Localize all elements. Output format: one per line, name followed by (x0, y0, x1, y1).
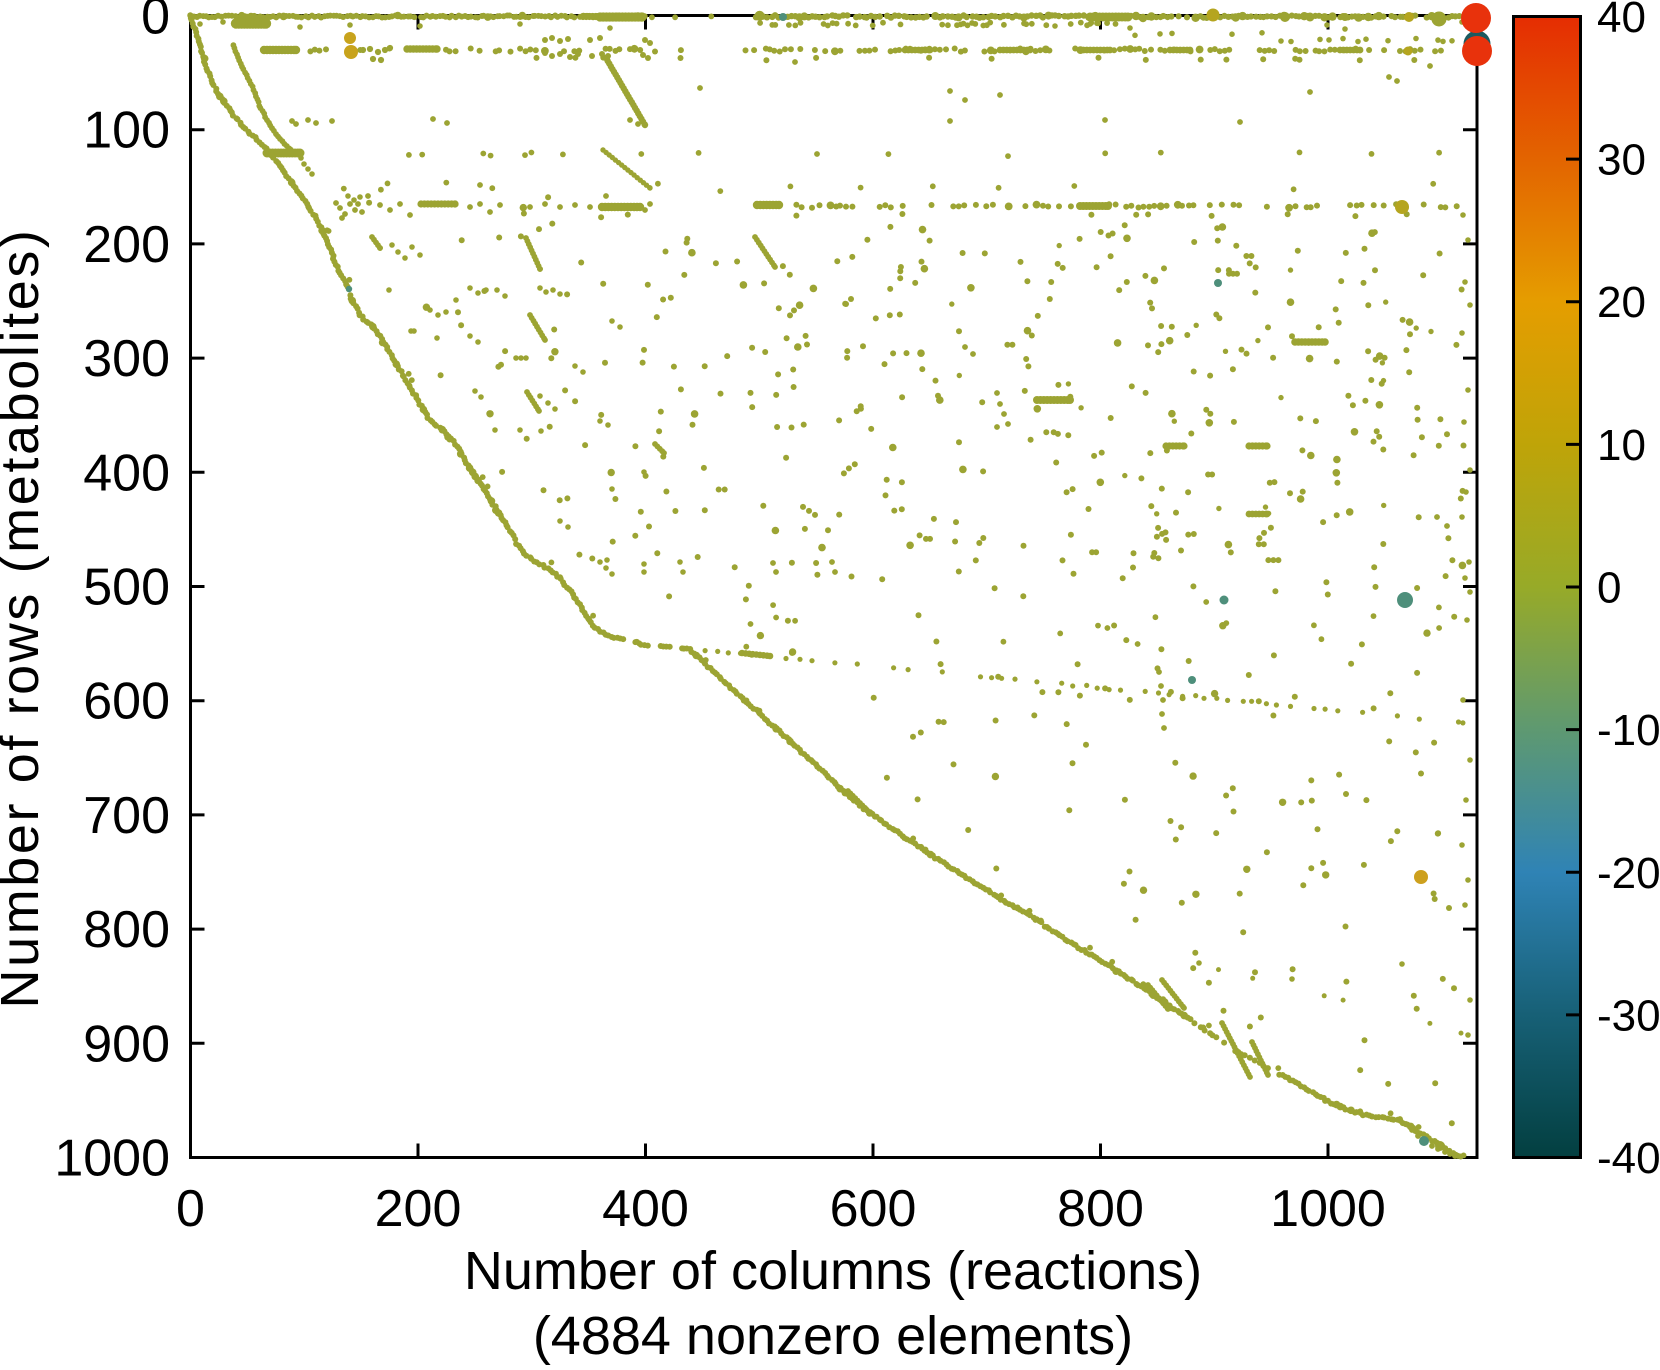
svg-text:0: 0 (1597, 564, 1621, 613)
svg-text:100: 100 (83, 102, 170, 160)
svg-text:200: 200 (83, 216, 170, 274)
svg-text:1000: 1000 (1270, 1180, 1386, 1238)
svg-text:0: 0 (141, 0, 170, 46)
svg-text:1000: 1000 (54, 1130, 170, 1188)
svg-text:20: 20 (1597, 278, 1646, 327)
svg-text:300: 300 (83, 330, 170, 388)
svg-text:0: 0 (176, 1180, 205, 1238)
svg-text:30: 30 (1597, 136, 1646, 185)
svg-text:40: 40 (1597, 0, 1646, 42)
svg-text:600: 600 (830, 1180, 917, 1238)
svg-text:600: 600 (83, 673, 170, 731)
svg-text:10: 10 (1597, 421, 1646, 470)
svg-text:700: 700 (83, 787, 170, 845)
svg-text:-30: -30 (1597, 991, 1660, 1040)
svg-text:-10: -10 (1597, 706, 1660, 755)
svg-text:(4884 nonzero elements): (4884 nonzero elements) (533, 1306, 1133, 1365)
svg-text:-20: -20 (1597, 849, 1660, 898)
svg-text:800: 800 (1057, 1180, 1144, 1238)
svg-text:500: 500 (83, 559, 170, 617)
svg-text:Number of columns (reactions): Number of columns (reactions) (464, 1241, 1202, 1301)
svg-text:200: 200 (375, 1180, 462, 1238)
svg-text:400: 400 (602, 1180, 689, 1238)
svg-text:800: 800 (83, 901, 170, 959)
svg-text:-40: -40 (1597, 1134, 1660, 1183)
svg-text:400: 400 (83, 444, 170, 502)
svg-text:Number of rows (metabolites): Number of rows (metabolites) (0, 227, 50, 1008)
svg-text:900: 900 (83, 1015, 170, 1073)
